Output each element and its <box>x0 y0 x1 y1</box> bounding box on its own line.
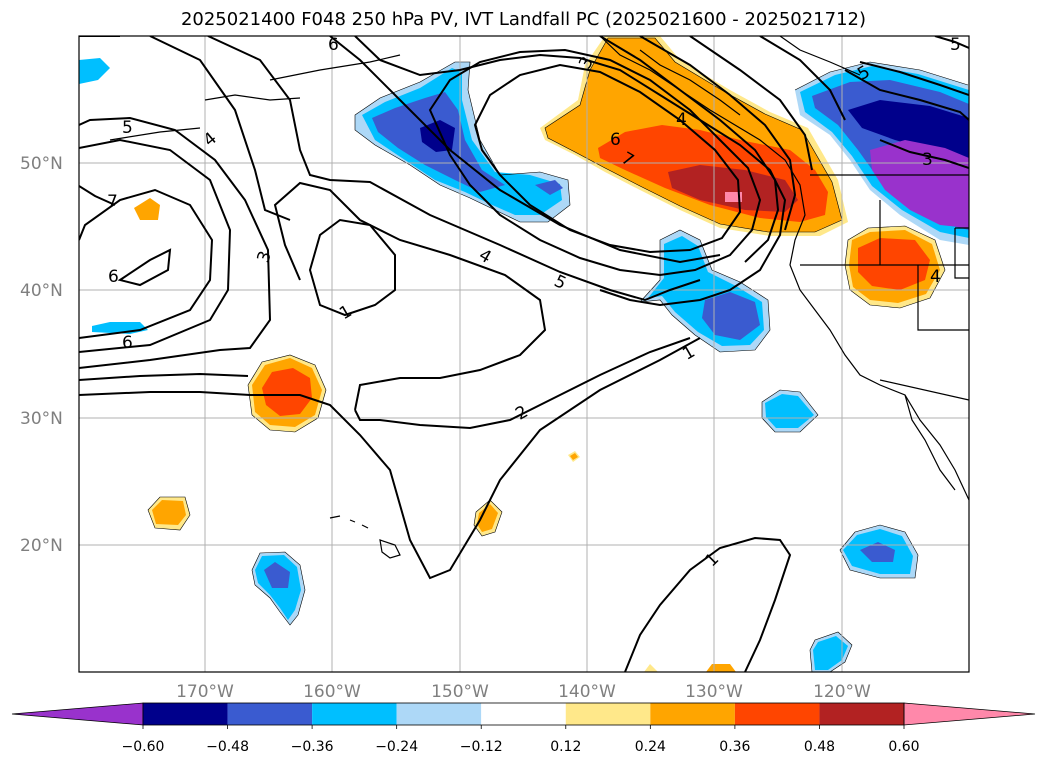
contour-label: 3 <box>922 150 933 170</box>
colorbar-extend-high <box>903 702 1036 726</box>
colorbar-label: −0.48 <box>206 739 249 755</box>
colorbar-segment <box>312 703 397 725</box>
contour-label: 4 <box>676 110 687 130</box>
colorbar-segment <box>143 703 228 725</box>
colorbar-segment <box>227 703 313 725</box>
shade-medblue-s4 <box>860 542 895 562</box>
lon-label: 130°W <box>685 682 743 702</box>
coastlines <box>109 36 969 559</box>
graticule <box>79 36 969 672</box>
colorbar-segment <box>819 703 904 725</box>
contour-label: 5 <box>122 118 133 138</box>
shade-blue-s5 <box>813 636 848 670</box>
shade-blue-c2 <box>765 394 814 428</box>
colorbar-label: −0.60 <box>122 739 165 755</box>
contour-label: 5 <box>950 35 961 55</box>
shade-darkred-coast <box>668 165 798 212</box>
shade-orange-dot <box>570 453 578 460</box>
colorbar-label: 0.60 <box>888 739 919 755</box>
shade-red-c1 <box>262 368 312 416</box>
lat-label: 30°N <box>20 409 63 429</box>
colorbar-label: 0.12 <box>550 739 581 755</box>
contour-label: 7 <box>107 192 118 212</box>
lon-label: 150°W <box>431 682 489 702</box>
contour-label: 6 <box>328 35 339 55</box>
shade-blue-nw <box>79 58 110 84</box>
colorbar-label: 0.48 <box>804 739 835 755</box>
shade-medblue-ca <box>702 292 760 340</box>
contour-label: 6 <box>122 333 133 353</box>
shade-purple-ne <box>870 140 969 228</box>
lon-label: 160°W <box>303 682 361 702</box>
colorbar-label: −0.12 <box>460 739 503 755</box>
latitude-labels: 50°N 40°N 30°N 20°N <box>20 154 63 556</box>
colorbar-segment <box>565 703 651 725</box>
longitude-labels: 170°W 160°W 150°W 140°W 130°W 120°W <box>176 682 871 702</box>
colorbar-label: −0.24 <box>375 739 418 755</box>
colorbar-label: −0.36 <box>291 739 334 755</box>
shade-orange-s1 <box>152 500 186 525</box>
shade-outlines <box>147 37 969 672</box>
lat-label: 20°N <box>20 536 63 556</box>
map-background <box>79 36 969 672</box>
shade-medblue-trough-tail <box>535 180 563 195</box>
map-title: 2025021400 F048 250 hPa PV, IVT Landfall… <box>180 9 867 30</box>
colorbar-segment <box>650 703 735 725</box>
filled-anomaly-layer <box>79 36 969 672</box>
colorbar: −0.60 −0.48 −0.36 −0.24 −0.12 0.12 0.24 0.36 0.4… <box>11 702 1036 755</box>
colorbar-extend-low <box>11 702 144 726</box>
lon-label: 120°W <box>813 682 871 702</box>
shade-orange-s3 <box>477 504 498 532</box>
colorbar-label: 0.36 <box>719 739 750 755</box>
colorbar-label: 0.24 <box>635 739 666 755</box>
colorbar-segment <box>734 703 820 725</box>
colorbar-segment <box>396 703 482 725</box>
shade-darkblue-ne <box>848 100 969 160</box>
pv-contours <box>79 36 969 672</box>
lon-label: 140°W <box>558 682 616 702</box>
shade-yellow-s7 <box>644 664 658 672</box>
contour-label: 6 <box>108 267 119 287</box>
lat-label: 40°N <box>20 281 63 301</box>
map-frame <box>78 35 970 673</box>
shade-medblue-s2 <box>264 562 290 588</box>
lon-label: 170°W <box>176 682 234 702</box>
shade-pink-coast <box>725 192 742 202</box>
contour-label: 4 <box>930 267 941 287</box>
colorbar-segment <box>481 703 566 725</box>
shade-red-nv <box>858 238 930 290</box>
contour-label: 6 <box>610 130 621 150</box>
shade-orange-w1 <box>134 198 160 220</box>
colorbar-outline <box>142 702 905 726</box>
lat-label: 50°N <box>20 154 63 174</box>
